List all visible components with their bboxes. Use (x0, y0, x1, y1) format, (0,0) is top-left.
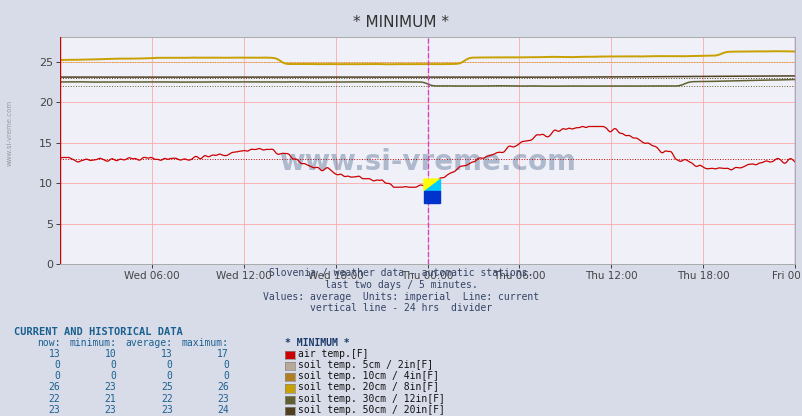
Text: vertical line - 24 hrs  divider: vertical line - 24 hrs divider (310, 303, 492, 313)
Text: last two days / 5 minutes.: last two days / 5 minutes. (325, 280, 477, 290)
Text: soil temp. 20cm / 8in[F]: soil temp. 20cm / 8in[F] (298, 382, 439, 392)
Text: 23: 23 (104, 382, 116, 392)
Text: maximum:: maximum: (181, 338, 229, 348)
Polygon shape (423, 179, 439, 191)
Text: * MINIMUM *: * MINIMUM * (353, 15, 449, 30)
Text: 0: 0 (111, 371, 116, 381)
Text: 26: 26 (217, 382, 229, 392)
Text: 24: 24 (217, 405, 229, 415)
Text: now:: now: (37, 338, 60, 348)
Text: 23: 23 (104, 405, 116, 415)
Text: 0: 0 (167, 371, 172, 381)
Text: 23: 23 (217, 394, 229, 404)
Polygon shape (423, 191, 439, 203)
Text: 0: 0 (167, 360, 172, 370)
Text: 0: 0 (55, 360, 60, 370)
Text: 0: 0 (223, 371, 229, 381)
Text: 17: 17 (217, 349, 229, 359)
Text: 26: 26 (48, 382, 60, 392)
Text: 0: 0 (55, 371, 60, 381)
Text: soil temp. 5cm / 2in[F]: soil temp. 5cm / 2in[F] (298, 360, 432, 370)
Text: minimum:: minimum: (69, 338, 116, 348)
Text: 23: 23 (160, 405, 172, 415)
Text: * MINIMUM *: * MINIMUM * (285, 338, 349, 348)
Text: 0: 0 (223, 360, 229, 370)
Text: 0: 0 (111, 360, 116, 370)
Text: 22: 22 (48, 394, 60, 404)
Text: www.si-vreme.com: www.si-vreme.com (279, 148, 575, 176)
Text: Values: average  Units: imperial  Line: current: Values: average Units: imperial Line: cu… (263, 292, 539, 302)
Text: air temp.[F]: air temp.[F] (298, 349, 368, 359)
Polygon shape (423, 179, 439, 191)
Text: 25: 25 (160, 382, 172, 392)
Text: soil temp. 10cm / 4in[F]: soil temp. 10cm / 4in[F] (298, 371, 439, 381)
Text: Slovenia / weather data - automatic stations.: Slovenia / weather data - automatic stat… (269, 268, 533, 278)
Text: soil temp. 30cm / 12in[F]: soil temp. 30cm / 12in[F] (298, 394, 444, 404)
Text: www.si-vreme.com: www.si-vreme.com (6, 100, 12, 166)
Text: average:: average: (125, 338, 172, 348)
Text: soil temp. 50cm / 20in[F]: soil temp. 50cm / 20in[F] (298, 405, 444, 415)
Text: 13: 13 (160, 349, 172, 359)
Text: CURRENT AND HISTORICAL DATA: CURRENT AND HISTORICAL DATA (14, 327, 183, 337)
Text: 13: 13 (48, 349, 60, 359)
Text: 10: 10 (104, 349, 116, 359)
Text: 21: 21 (104, 394, 116, 404)
Text: 22: 22 (160, 394, 172, 404)
Text: 23: 23 (48, 405, 60, 415)
